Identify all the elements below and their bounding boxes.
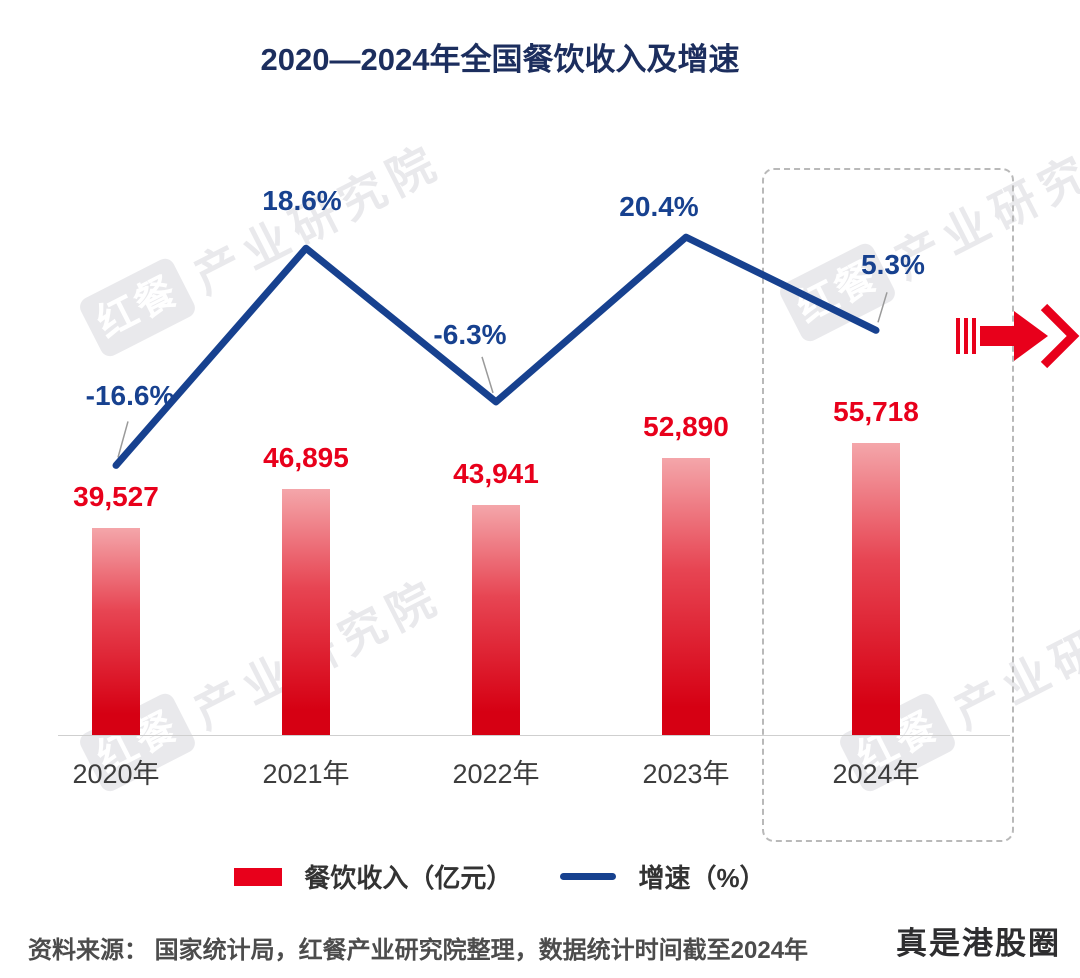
legend-line-swatch bbox=[560, 873, 617, 880]
revenue-value-label: 52,890 bbox=[643, 411, 729, 442]
x-axis-label: 2021年 bbox=[262, 759, 350, 789]
growth-rate-label: -16.6% bbox=[85, 380, 175, 412]
source-note: 资料来源： 国家统计局，红餐产业研究院整理，数据统计时间截至2024年 bbox=[28, 937, 809, 964]
revenue-value-label: 39,527 bbox=[73, 481, 159, 512]
growth-rate-label: -6.3% bbox=[433, 318, 507, 350]
growth-rate-label: 5.3% bbox=[861, 249, 925, 281]
legend: 餐饮收入（亿元） 增速（%） bbox=[0, 858, 1000, 895]
revenue-bar bbox=[282, 489, 330, 735]
site-watermark: 真是港股圈 bbox=[896, 926, 1061, 961]
x-axis-label: 2023年 bbox=[642, 759, 730, 789]
label-leader-line bbox=[117, 421, 129, 458]
revenue-value-label: 46,895 bbox=[263, 442, 349, 473]
x-axis-line bbox=[58, 735, 1010, 736]
label-leader-line bbox=[481, 356, 494, 394]
legend-bar-label: 餐饮收入（亿元） bbox=[304, 863, 513, 893]
revenue-value-label: 55,718 bbox=[833, 396, 919, 427]
revenue-bar bbox=[852, 443, 900, 735]
growth-rate-label: 20.4% bbox=[619, 191, 699, 223]
chart-title: 2020—2024年全国餐饮收入及增速 bbox=[260, 42, 740, 77]
legend-line-label: 增速（%） bbox=[638, 863, 766, 893]
revenue-bar bbox=[472, 505, 520, 735]
x-axis-label: 2022年 bbox=[452, 759, 540, 789]
revenue-value-label: 43,941 bbox=[453, 458, 539, 489]
highlight-2024-box bbox=[762, 168, 1014, 842]
forward-arrow-icon bbox=[956, 300, 1080, 377]
revenue-bar bbox=[662, 458, 710, 735]
legend-bar-swatch bbox=[234, 867, 283, 886]
label-leader-line bbox=[877, 292, 888, 323]
growth-rate-label: 18.6% bbox=[262, 185, 342, 217]
growth-line bbox=[112, 233, 880, 469]
